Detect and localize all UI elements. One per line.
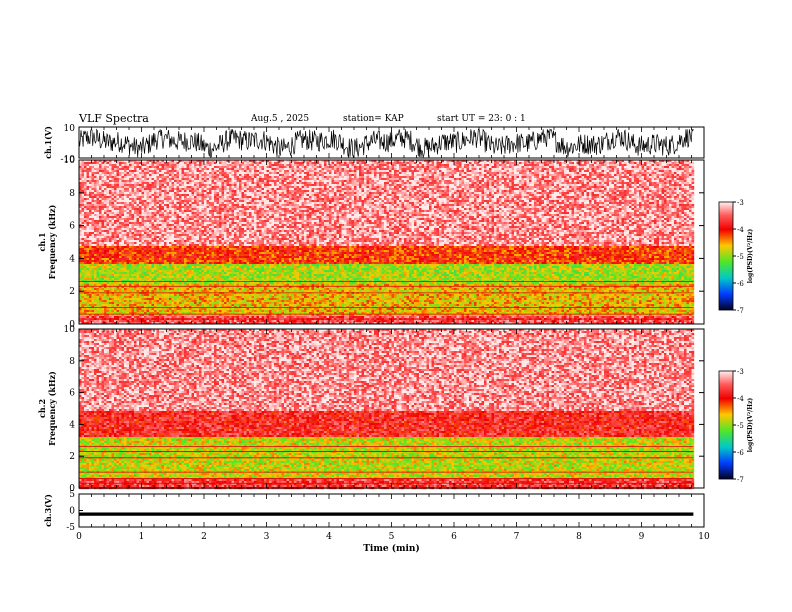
colorbar-tick-label: -5 — [737, 422, 744, 430]
spectrogram-ytick-label: 6 — [69, 222, 75, 232]
colorbar-tick-label: -4 — [737, 395, 744, 403]
ch1-waveform-line — [79, 129, 693, 157]
spectrogram-ytick-label: 8 — [69, 357, 75, 367]
colorbar-tick-label: -4 — [737, 226, 744, 234]
xtick-label: 9 — [639, 532, 645, 542]
spectrogram-ytick-label: 4 — [69, 254, 75, 264]
spectrogram-1 — [79, 160, 694, 324]
xtick-label: 10 — [698, 532, 710, 542]
colorbar-tick-label: -5 — [737, 253, 744, 261]
colorbar-tick-label: -3 — [737, 199, 744, 207]
spectrogram-ylabel-channel: ch.2 — [37, 399, 47, 418]
xtick-label: 7 — [514, 532, 520, 542]
colorbar-label: log(PSD)(V²/Hz) — [747, 229, 754, 284]
colorbar-tick-label: -6 — [737, 280, 744, 288]
spectrogram-ytick-label: 4 — [69, 420, 75, 430]
spectrogram-ylabel-frequency: Frequency (kHz) — [47, 371, 57, 446]
vlf-figure: 10-10ch.1(V)0246810ch.1 Frequency (kHz)-3… — [0, 0, 792, 612]
xtick-label: 0 — [76, 532, 82, 542]
xtick-label: 3 — [264, 532, 270, 542]
colorbar-label: log(PSD)(V²/Hz) — [747, 398, 754, 453]
ch3-ytick-label: 5 — [69, 490, 75, 500]
ch3-ytick-label: -5 — [66, 523, 75, 533]
spectrogram-ylabel-channel: ch.1 — [37, 232, 47, 251]
spectrogram-2 — [79, 329, 694, 489]
ch3-waveform-band — [79, 512, 693, 515]
spectrogram-ytick-label: 2 — [69, 287, 75, 297]
colorbar-tick-label: -7 — [737, 476, 744, 484]
ch3-ylabel: ch.3(V) — [43, 494, 53, 527]
xtick-label: 6 — [451, 532, 457, 542]
spectrogram-ytick-label: 8 — [69, 189, 75, 199]
colorbar-tick-label: -7 — [737, 307, 744, 315]
xtick-label: 4 — [326, 532, 332, 542]
ch1-ylabel: ch.1(V) — [43, 126, 53, 159]
xtick-label: 8 — [576, 532, 582, 542]
spectrogram-ylabel-frequency: Frequency (kHz) — [47, 204, 57, 279]
spectrogram-ytick-label: 10 — [64, 156, 76, 166]
ch1-ytick-label: 10 — [64, 124, 76, 134]
xtick-label: 1 — [139, 532, 145, 542]
colorbar-tick-label: -6 — [737, 449, 744, 457]
spectrogram-ytick-label: 6 — [69, 389, 75, 399]
spectrogram-ytick-label: 10 — [64, 325, 76, 335]
spectrogram-ytick-label: 2 — [69, 452, 75, 462]
xtick-label: 2 — [201, 532, 207, 542]
xtick-label: 5 — [389, 532, 395, 542]
xaxis-label: Time (min) — [363, 543, 420, 554]
colorbar-tick-label: -3 — [737, 368, 744, 376]
ch3-ytick-label: 0 — [69, 507, 75, 517]
